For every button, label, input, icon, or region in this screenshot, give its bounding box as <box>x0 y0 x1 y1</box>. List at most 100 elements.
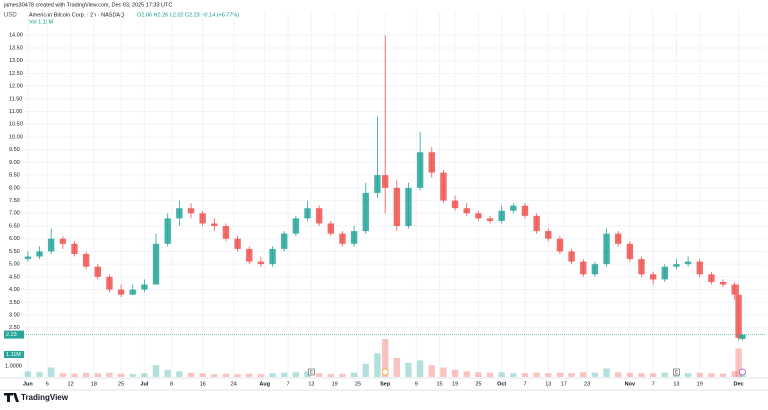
y-tick-label: 13.50 <box>9 45 23 51</box>
candle-body <box>603 233 610 265</box>
x-tick-label: Dec <box>734 381 744 387</box>
y-tick-label: 6.00 <box>9 236 20 242</box>
volume-bar <box>222 373 230 377</box>
volume-bar <box>673 373 680 377</box>
volume-bar <box>234 374 241 377</box>
candle-body <box>304 208 311 219</box>
y-tick-label: 7.00 <box>9 211 20 217</box>
x-tick-label: Sep <box>380 381 391 387</box>
candle-body <box>327 223 335 234</box>
volume-bar <box>556 372 564 377</box>
candle-body <box>187 208 195 214</box>
volume-bar <box>719 373 727 377</box>
candle-body <box>152 243 160 285</box>
y-tick-label: 3.50 <box>9 300 20 306</box>
candle-body <box>362 192 369 232</box>
x-tick-label: 13 <box>673 381 679 387</box>
dividend-marker <box>381 368 389 376</box>
x-tick-label: 13 <box>308 381 314 387</box>
volume-bar <box>327 374 335 377</box>
volume-bar <box>486 372 494 377</box>
volume-bar <box>498 372 505 377</box>
x-tick-label: 24 <box>231 381 237 387</box>
volume-bar <box>211 374 218 377</box>
candle-body <box>82 253 90 267</box>
volume-bar <box>463 371 470 377</box>
candle-body <box>498 210 505 221</box>
volume-bar <box>374 353 381 377</box>
candle-body <box>649 274 657 280</box>
candle-body <box>164 218 171 244</box>
volume-bar <box>451 369 459 377</box>
candle-body <box>129 289 136 295</box>
candle-body <box>486 218 494 221</box>
volume-bar <box>176 371 183 377</box>
event-marker <box>673 368 680 376</box>
volume-bar <box>603 368 610 377</box>
candle-body <box>731 284 738 295</box>
candle-body <box>673 264 680 267</box>
x-tick-label: 23 <box>584 381 590 387</box>
candle-body <box>94 266 101 277</box>
y-tick-label: 8.00 <box>9 185 20 191</box>
y-tick-label: 7.50 <box>9 198 20 204</box>
y-tick-label: 4.00 <box>9 287 20 293</box>
volume-bar <box>315 373 323 377</box>
last-volume-label: 1.11M <box>6 352 21 358</box>
volume-bar <box>591 372 599 377</box>
volume-bar <box>59 373 67 377</box>
x-tick-label: 19 <box>452 381 458 387</box>
last-volume-box <box>4 351 24 358</box>
y-tick-label: 8.50 <box>9 173 20 179</box>
x-tick-label: 16 <box>200 381 206 387</box>
x-tick-label: 7 <box>287 381 290 387</box>
volume-bar <box>614 372 622 377</box>
candle-body <box>24 256 32 260</box>
volume-bar <box>416 360 424 377</box>
candle-body <box>176 208 183 219</box>
last-price-label: 2.23 <box>6 332 17 338</box>
x-tick-label: 17 <box>561 381 567 387</box>
candle-body <box>339 233 346 244</box>
candle-body <box>475 213 482 219</box>
candle-body <box>47 238 55 252</box>
x-tick-label: 13 <box>545 381 551 387</box>
candle-body <box>696 261 703 275</box>
x-tick-label: 19 <box>697 381 703 387</box>
candle-body <box>684 261 692 265</box>
candle-body <box>735 294 742 338</box>
volume-bar <box>47 367 55 377</box>
candle-body <box>246 248 253 262</box>
volume-bar <box>141 373 148 377</box>
volume-bar <box>257 374 265 377</box>
volume-bar <box>339 373 346 377</box>
ohlc-legend: O2.06 H2.26 L2.02 C2.23 +0.14 (+6.77%) <box>137 12 239 18</box>
volume-bar <box>708 373 715 377</box>
y-tick-label: 2.50 <box>9 325 20 331</box>
volume-bar <box>440 367 447 377</box>
volume-bar <box>164 369 171 377</box>
candle-body <box>580 261 587 275</box>
candle-body <box>416 152 424 188</box>
attribution: james30478 created with TradingView.com,… <box>3 2 172 8</box>
candle-body <box>350 231 358 244</box>
candle-body <box>661 266 668 280</box>
candle-body <box>141 284 148 290</box>
y-tick-label: 5.00 <box>9 262 20 268</box>
candle-body <box>374 175 381 193</box>
y-tick-label: 14.00 <box>9 33 23 39</box>
candle-body <box>257 261 265 265</box>
x-tick-label: 12 <box>68 381 74 387</box>
volume-bar <box>638 373 645 377</box>
y-tick-label: 10.00 <box>9 134 23 140</box>
candle-body <box>292 218 300 234</box>
y-tick-label: 11.50 <box>9 96 22 102</box>
candle-body <box>106 276 113 290</box>
y-tick-label: 10.50 <box>9 122 23 128</box>
y-tick-label: 9.50 <box>9 147 20 153</box>
volume-bar <box>696 372 703 377</box>
candle-body <box>280 233 288 249</box>
volume-tick-label: 1.0000 <box>5 364 22 370</box>
logo <box>4 393 19 402</box>
